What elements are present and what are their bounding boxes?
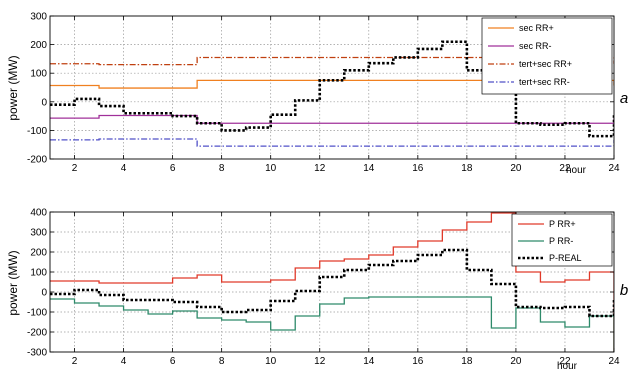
x-tick-label: 22 (559, 356, 571, 367)
x-tick-label: 24 (608, 356, 620, 367)
y-tick-label: -100 (27, 308, 47, 319)
y-axis-label: power (MW) (6, 250, 20, 315)
legend-label: P-REAL (549, 253, 582, 263)
x-tick-label: 2 (72, 356, 78, 367)
legend-label: tert+sec RR+ (519, 59, 572, 69)
legend-box (481, 17, 613, 95)
series-line-p-real (50, 248, 614, 318)
legend: sec RR+ sec RR-tert+sec RR+ tert+sec RR- (481, 17, 613, 95)
axes-frame (49, 15, 615, 160)
x-tick-label: 4 (121, 356, 127, 367)
legend-label: sec RR- (519, 41, 552, 51)
x-tick-label: 20 (510, 163, 522, 174)
x-tick-label: 16 (412, 356, 424, 367)
series-line-tert-sec-rr (50, 56, 614, 66)
chart-panel-a: 2 4 6 8 10 12 14 16 18 20 22 24-200-1000100200300po… (6, 12, 628, 177)
x-tick-label: 12 (314, 163, 326, 174)
x-tick-label: 16 (412, 163, 424, 174)
legend-label: P RR- (549, 236, 573, 246)
series-line-tert-sec-rr (50, 138, 614, 147)
legend-label: sec RR+ (519, 23, 554, 33)
y-tick-label: 100 (30, 268, 47, 279)
y-tick-label: 200 (30, 248, 47, 259)
x-tick-label: 12 (314, 356, 326, 367)
y-tick-label: -300 (27, 348, 47, 359)
x-tick-label: 14 (363, 356, 375, 367)
x-tick-label: 22 (559, 163, 571, 174)
y-axis-label: power (MW) (6, 55, 20, 120)
panel-letter: b (620, 282, 628, 299)
legend-label: tert+sec RR- (519, 77, 570, 87)
x-tick-label: 10 (265, 356, 277, 367)
x-tick-label: 18 (461, 356, 473, 367)
y-tick-label: 300 (30, 228, 47, 239)
x-tick-label: 6 (170, 163, 176, 174)
panel-letter: a (620, 90, 628, 107)
y-tick-label: 0 (41, 288, 47, 299)
y-tick-label: -100 (27, 126, 47, 137)
y-tick-label: 0 (41, 97, 47, 108)
chart-panel-b: 2 4 6 8 10 12 14 16 18 20 22 24-300-200-10001002003… (6, 208, 628, 373)
axes-frame (49, 211, 615, 353)
x-tick-label: 14 (363, 163, 375, 174)
y-tick-label: 100 (30, 69, 47, 80)
x-tick-label: 8 (219, 356, 225, 367)
y-tick-label: 400 (30, 208, 47, 219)
x-axis-label: hour (566, 165, 587, 176)
legend-label: P RR+ (549, 219, 576, 229)
x-tick-label: 18 (461, 163, 473, 174)
x-tick-label: 10 (265, 163, 277, 174)
x-tick-label: 20 (510, 356, 522, 367)
x-tick-label: 2 (72, 163, 78, 174)
x-axis-label: hour (557, 361, 578, 372)
series-line-p-rr (50, 212, 614, 352)
y-tick-label: -200 (27, 155, 47, 166)
y-tick-label: 200 (30, 40, 47, 51)
x-tick-label: 6 (170, 356, 176, 367)
y-tick-label: -200 (27, 328, 47, 339)
x-tick-label: 8 (219, 163, 225, 174)
series-line-unlabeled (50, 40, 614, 138)
x-tick-label: 4 (121, 163, 127, 174)
legend: P RR+ P RR- P-REAL (511, 213, 613, 267)
y-tick-label: 300 (30, 12, 47, 23)
x-tick-label: 24 (608, 163, 620, 174)
